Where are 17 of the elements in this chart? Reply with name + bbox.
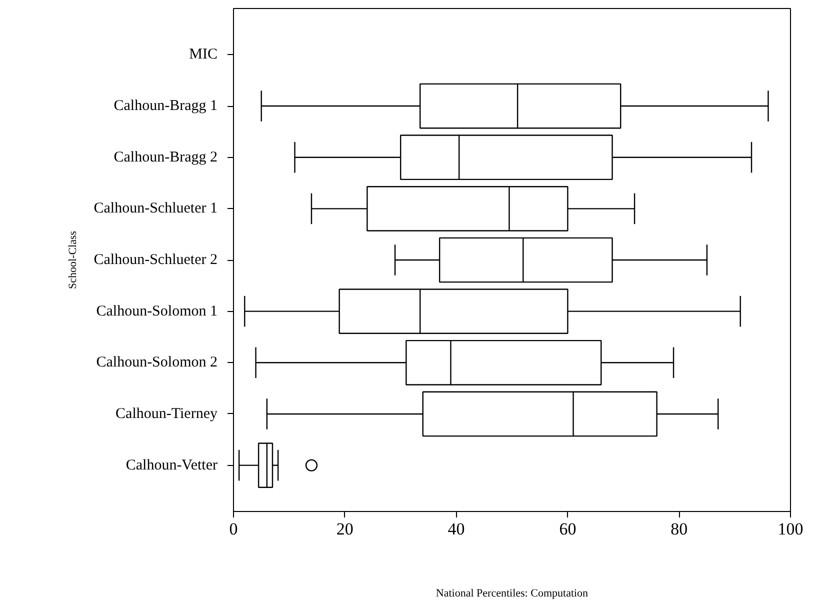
y-tick-label: Calhoun-Solomon 1	[96, 303, 218, 320]
y-tick-label: Calhoun-Schlueter 1	[94, 200, 218, 217]
y-axis-title: School-Class	[66, 230, 79, 290]
y-tick-label: MIC	[189, 46, 218, 63]
x-tick-label: 40	[448, 520, 465, 538]
x-tick-label: 0	[229, 520, 238, 538]
x-tick-label: 20	[336, 520, 354, 538]
y-tick-label: Calhoun-Vetter	[126, 457, 218, 474]
x-axis-title: National Percentiles: Computation	[436, 588, 589, 600]
x-tick-label: 80	[670, 520, 688, 538]
y-tick-label: Calhoun-Schlueter 2	[94, 252, 218, 268]
y-tick-label: Calhoun-Bragg 1	[114, 98, 218, 114]
y-tick-label: Calhoun-Tierney	[116, 406, 218, 422]
x-tick-label: 100	[778, 520, 804, 538]
x-tick-label: 60	[559, 520, 576, 538]
y-tick-label: Calhoun-Solomon 2	[96, 354, 218, 371]
y-tick-label: Calhoun-Bragg 2	[114, 149, 218, 166]
